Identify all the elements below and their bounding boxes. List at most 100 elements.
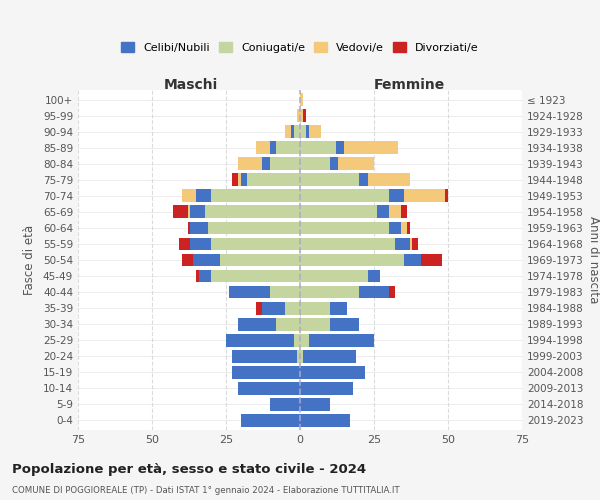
Bar (232, 174, 238, 186)
Bar (329, 158, 338, 170)
Bar (303, 350, 356, 362)
Bar (220, 254, 300, 266)
Bar (211, 270, 300, 282)
Bar (306, 126, 309, 138)
Bar (173, 206, 188, 218)
Bar (241, 414, 300, 427)
Bar (211, 238, 300, 250)
Bar (232, 350, 297, 362)
Bar (271, 142, 277, 154)
Bar (300, 238, 395, 250)
Bar (300, 302, 329, 314)
Bar (291, 126, 294, 138)
Bar (182, 190, 196, 202)
Bar (303, 109, 306, 122)
Bar (300, 174, 359, 186)
Bar (199, 270, 211, 282)
Bar (256, 302, 262, 314)
Bar (300, 109, 303, 122)
Text: Femmine: Femmine (374, 78, 445, 92)
Bar (196, 270, 199, 282)
Bar (389, 286, 395, 298)
Bar (300, 414, 350, 427)
Bar (182, 254, 193, 266)
Bar (421, 254, 442, 266)
Bar (300, 334, 309, 346)
Legend: Celibi/Nubili, Coniugati/e, Vedovi/e, Divorziati/e: Celibi/Nubili, Coniugati/e, Vedovi/e, Di… (117, 38, 483, 58)
Bar (190, 206, 205, 218)
Bar (300, 190, 389, 202)
Bar (300, 350, 303, 362)
Bar (188, 222, 190, 234)
Bar (377, 206, 389, 218)
Bar (226, 334, 294, 346)
Bar (232, 366, 300, 378)
Bar (300, 142, 335, 154)
Bar (329, 318, 359, 330)
Bar (241, 174, 247, 186)
Bar (389, 222, 401, 234)
Bar (179, 238, 190, 250)
Bar (335, 142, 344, 154)
Bar (271, 398, 300, 411)
Y-axis label: Anni di nascita: Anni di nascita (587, 216, 600, 304)
Bar (297, 109, 300, 122)
Bar (196, 190, 211, 202)
Bar (359, 174, 368, 186)
Bar (401, 222, 407, 234)
Bar (445, 190, 448, 202)
Bar (285, 302, 300, 314)
Bar (412, 238, 418, 250)
Bar (404, 190, 445, 202)
Bar (229, 286, 271, 298)
Bar (410, 238, 412, 250)
Bar (300, 93, 303, 106)
Bar (344, 142, 398, 154)
Bar (190, 222, 208, 234)
Bar (401, 206, 407, 218)
Bar (359, 286, 389, 298)
Bar (300, 254, 404, 266)
Bar (294, 126, 300, 138)
Y-axis label: Fasce di età: Fasce di età (23, 225, 36, 295)
Bar (238, 318, 277, 330)
Text: Popolazione per età, sesso e stato civile - 2024: Popolazione per età, sesso e stato civil… (12, 462, 366, 475)
Bar (193, 254, 220, 266)
Bar (300, 286, 359, 298)
Text: Maschi: Maschi (163, 78, 218, 92)
Bar (300, 158, 329, 170)
Bar (277, 142, 300, 154)
Bar (271, 286, 300, 298)
Bar (368, 174, 410, 186)
Bar (256, 142, 271, 154)
Bar (297, 350, 300, 362)
Bar (395, 238, 410, 250)
Bar (329, 302, 347, 314)
Bar (238, 382, 300, 394)
Bar (208, 222, 300, 234)
Bar (389, 190, 404, 202)
Bar (285, 126, 291, 138)
Bar (300, 222, 389, 234)
Bar (300, 398, 329, 411)
Bar (300, 270, 368, 282)
Bar (190, 238, 211, 250)
Bar (300, 206, 377, 218)
Text: COMUNE DI POGGIOREALE (TP) - Dati ISTAT 1° gennaio 2024 - Elaborazione TUTTITALI: COMUNE DI POGGIOREALE (TP) - Dati ISTAT … (12, 486, 400, 495)
Bar (404, 254, 421, 266)
Bar (300, 382, 353, 394)
Bar (277, 318, 300, 330)
Bar (262, 302, 285, 314)
Bar (338, 158, 374, 170)
Bar (262, 158, 271, 170)
Bar (211, 190, 300, 202)
Bar (309, 334, 374, 346)
Bar (271, 158, 300, 170)
Bar (238, 174, 241, 186)
Bar (247, 174, 300, 186)
Bar (300, 318, 329, 330)
Bar (389, 206, 401, 218)
Bar (205, 206, 300, 218)
Bar (309, 126, 321, 138)
Bar (238, 158, 262, 170)
